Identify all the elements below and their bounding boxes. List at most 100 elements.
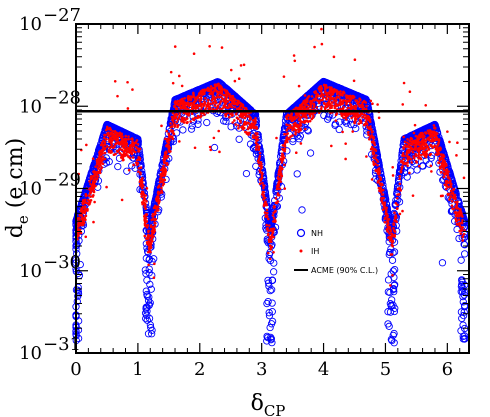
ih-point xyxy=(195,98,198,102)
ih-point xyxy=(457,214,461,218)
ih-point xyxy=(390,237,393,241)
ih-point xyxy=(137,150,140,153)
ih-point xyxy=(381,188,385,192)
ih-point xyxy=(461,235,464,239)
ih-point xyxy=(285,129,289,132)
ih-point xyxy=(178,99,181,103)
ih-point xyxy=(458,221,462,225)
nh-point xyxy=(335,118,344,126)
ih-point xyxy=(141,176,144,180)
nh-point xyxy=(384,276,393,284)
ih-point xyxy=(87,194,91,197)
ih-point xyxy=(123,142,127,145)
ih-point xyxy=(202,88,206,92)
nh-point xyxy=(242,169,251,178)
nh-point xyxy=(373,152,382,160)
ih-point xyxy=(429,135,432,138)
ih-point xyxy=(449,189,453,193)
ih-point xyxy=(175,120,178,124)
ih-point xyxy=(355,112,359,116)
ih-point xyxy=(406,138,409,141)
ih-point xyxy=(154,197,158,200)
ih-point xyxy=(165,156,168,160)
nh-point xyxy=(386,308,395,316)
ih-point xyxy=(224,102,228,105)
ih-point xyxy=(194,106,197,109)
ih-point xyxy=(303,105,306,109)
ih-point xyxy=(168,138,171,142)
ih-point xyxy=(262,190,266,194)
ih-point xyxy=(331,97,334,101)
ih-point xyxy=(126,154,129,157)
ih-point xyxy=(109,131,113,135)
ih-point xyxy=(279,166,282,170)
ih-point xyxy=(295,116,299,119)
ih-point xyxy=(325,86,329,89)
nh-point xyxy=(397,157,405,165)
ih-point xyxy=(409,157,413,161)
ih-point xyxy=(368,120,372,124)
ih-point xyxy=(222,99,226,103)
ih-point xyxy=(161,180,164,184)
ih-point xyxy=(139,171,142,174)
ih-point xyxy=(399,169,403,173)
ih-point xyxy=(334,97,338,100)
ih-point xyxy=(417,153,421,157)
ih-point xyxy=(212,101,215,105)
ih-point xyxy=(132,148,135,152)
ih-point xyxy=(94,177,97,180)
ih-point xyxy=(307,94,311,98)
ih-point xyxy=(147,250,150,254)
ih-point xyxy=(322,101,326,105)
ih-point xyxy=(149,246,153,250)
ih-point xyxy=(310,95,314,98)
ih-point xyxy=(376,172,380,175)
ih-point xyxy=(373,148,377,152)
ih-point xyxy=(312,114,315,118)
ih-point xyxy=(181,116,184,119)
ih-point xyxy=(438,156,442,160)
ih-point xyxy=(273,205,276,209)
nh-point xyxy=(458,280,466,289)
ih-point xyxy=(371,130,374,134)
ih-point xyxy=(120,140,123,143)
ih-point xyxy=(110,137,113,141)
ih-point xyxy=(449,196,452,199)
ih-point xyxy=(196,106,199,110)
ih-point xyxy=(167,132,171,136)
ih-point xyxy=(454,220,458,223)
nh-point xyxy=(265,255,273,263)
nh-point xyxy=(265,311,274,320)
nh-point xyxy=(384,320,392,328)
ih-point xyxy=(380,199,383,203)
ih-point xyxy=(283,132,286,136)
ih-point xyxy=(241,105,245,109)
ih-point xyxy=(141,202,144,206)
ih-point xyxy=(238,119,242,123)
ih-point xyxy=(102,136,106,140)
ih-point xyxy=(110,140,113,144)
ih-point xyxy=(169,135,172,139)
nh-point xyxy=(143,276,151,284)
ih-point xyxy=(197,116,200,119)
ih-point xyxy=(318,89,322,93)
ih-point xyxy=(407,145,410,149)
ih-point xyxy=(186,120,189,124)
ih-point xyxy=(94,170,97,174)
ih-point xyxy=(387,227,391,230)
ih-point xyxy=(276,187,280,191)
ih-point xyxy=(297,114,301,118)
ih-point xyxy=(400,160,403,164)
ih-point xyxy=(370,135,374,139)
ih-point xyxy=(139,166,143,169)
ih-point xyxy=(251,119,255,122)
ih-point xyxy=(262,184,266,187)
nh-point xyxy=(265,309,273,317)
ih-point xyxy=(393,219,397,222)
ih-point xyxy=(210,99,214,102)
ih-point xyxy=(171,116,174,119)
ih-point xyxy=(298,122,302,125)
ih-point xyxy=(301,115,304,118)
ih-point xyxy=(418,141,422,144)
ih-point xyxy=(145,226,149,229)
